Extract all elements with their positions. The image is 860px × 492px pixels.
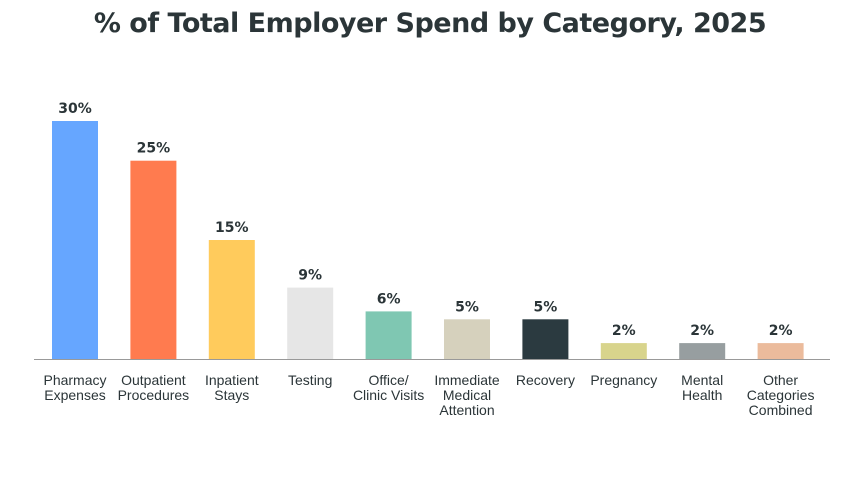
- category-label-6: Recovery: [516, 372, 575, 388]
- value-label-9: 2%: [769, 323, 793, 339]
- category-label-line: Inpatient: [205, 372, 259, 388]
- category-label-9: Other Categories Combined: [747, 372, 815, 418]
- category-label-5: Immediate Medical Attention: [434, 372, 500, 418]
- category-label-2: Inpatient Stays: [205, 372, 259, 403]
- value-label-0: 30%: [58, 101, 92, 117]
- bar-5: [444, 319, 490, 359]
- category-label-line: Clinic Visits: [353, 387, 424, 403]
- bar-7: [600, 343, 647, 359]
- bar-3: [287, 287, 334, 359]
- value-label-4: 6%: [377, 291, 401, 307]
- category-label-3: Testing: [288, 372, 332, 388]
- category-label-line: Health: [682, 387, 722, 403]
- category-label-line: Office/: [368, 372, 408, 388]
- value-label-7: 2%: [612, 323, 636, 339]
- category-label-line: Outpatient: [121, 372, 186, 388]
- category-label-line: Attention: [439, 402, 494, 418]
- category-label-line: Immediate: [434, 372, 500, 388]
- category-label-line: Testing: [288, 372, 332, 388]
- labels-layer: 30% Pharmacy Expenses 25% Outpatient Procedur…: [43, 101, 814, 418]
- value-label-1: 25%: [137, 141, 171, 157]
- value-label-3: 9%: [298, 268, 322, 284]
- chart-title: % of Total Employer Spend by Category, 2…: [93, 8, 767, 39]
- category-label-line: Expenses: [44, 387, 105, 403]
- bar-4: [365, 311, 412, 359]
- category-label-7: Pregnancy: [590, 372, 657, 388]
- bars-layer: [52, 121, 804, 359]
- category-label-line: Combined: [749, 402, 813, 418]
- bar-0: [52, 121, 98, 359]
- category-label-line: Pharmacy: [43, 372, 106, 388]
- category-label-line: Stays: [214, 387, 249, 403]
- category-label-line: Other: [763, 372, 798, 388]
- value-label-6: 5%: [534, 299, 558, 315]
- bar-1: [130, 160, 177, 359]
- category-label-line: Procedures: [118, 387, 190, 403]
- bar-2: [208, 240, 255, 359]
- bar-8: [679, 343, 726, 359]
- category-label-8: Mental Health: [681, 372, 723, 403]
- category-label-0: Pharmacy Expenses: [43, 372, 106, 403]
- category-label-line: Pregnancy: [590, 372, 657, 388]
- category-label-line: Mental: [681, 372, 723, 388]
- category-label-4: Office/Clinic Visits: [353, 372, 424, 403]
- category-label-line: Categories: [747, 387, 815, 403]
- category-label-line: Recovery: [516, 372, 575, 388]
- value-label-8: 2%: [690, 323, 714, 339]
- category-label-1: Outpatient Procedures: [118, 372, 190, 403]
- category-label-line: Medical: [443, 387, 491, 403]
- value-label-5: 5%: [455, 299, 479, 315]
- value-label-2: 15%: [215, 220, 249, 236]
- bar-9: [757, 343, 804, 359]
- bar-6: [522, 319, 569, 359]
